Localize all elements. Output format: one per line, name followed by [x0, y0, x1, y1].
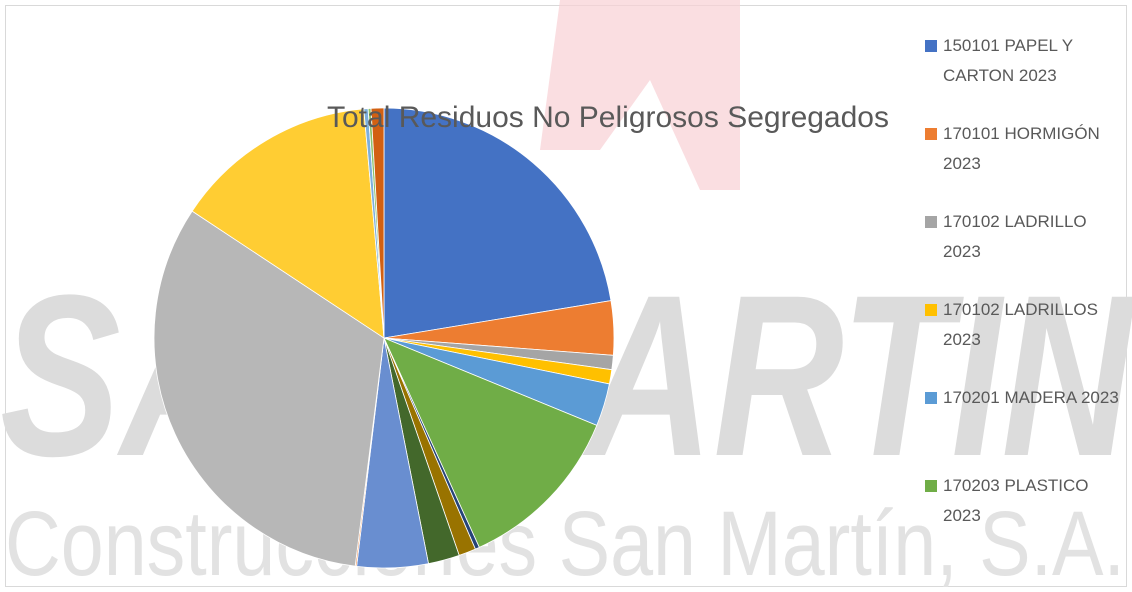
legend-swatch: [925, 40, 937, 52]
pie-slice: [191, 108, 385, 339]
legend-swatch: [925, 304, 937, 316]
legend-item: 170102 LADRILLO 2023: [925, 207, 1125, 267]
pie: [153, 107, 615, 569]
legend-item: 170203 PLASTICO 2023: [925, 471, 1125, 531]
legend-label: 150101 PAPEL Y CARTON 2023: [943, 36, 1073, 85]
legend-swatch: [925, 480, 937, 492]
legend-swatch: [925, 392, 937, 404]
legend-label: 170102 LADRILLO 2023: [943, 212, 1087, 261]
legend-swatch: [925, 216, 937, 228]
legend-label: 170101 HORMIGÓN 2023: [943, 124, 1100, 173]
legend-swatch: [925, 128, 937, 140]
legend-item: 150101 PAPEL Y CARTON 2023: [925, 31, 1125, 91]
watermark: Construcciones San Martín, S.A.: [5, 493, 1125, 592]
pie-slice: [153, 210, 385, 567]
legend-label: 170102 LADRILLOS 2023: [943, 300, 1098, 349]
legend-item: 170102 LADRILLOS 2023: [925, 295, 1125, 355]
pie-slice: [383, 337, 598, 548]
pie-slice: [383, 107, 612, 339]
pie-slice: [370, 107, 385, 339]
legend-item: 170101 HORMIGÓN 2023: [925, 119, 1125, 179]
legend-item: 170201 MADERA 2023: [925, 383, 1125, 413]
legend-label: 170203 PLASTICO 2023: [943, 476, 1089, 525]
legend-label: 170201 MADERA 2023: [943, 388, 1119, 407]
chart-title: Total Residuos No Peligrosos Segregados: [327, 101, 889, 134]
logo-shape: [540, 0, 740, 190]
